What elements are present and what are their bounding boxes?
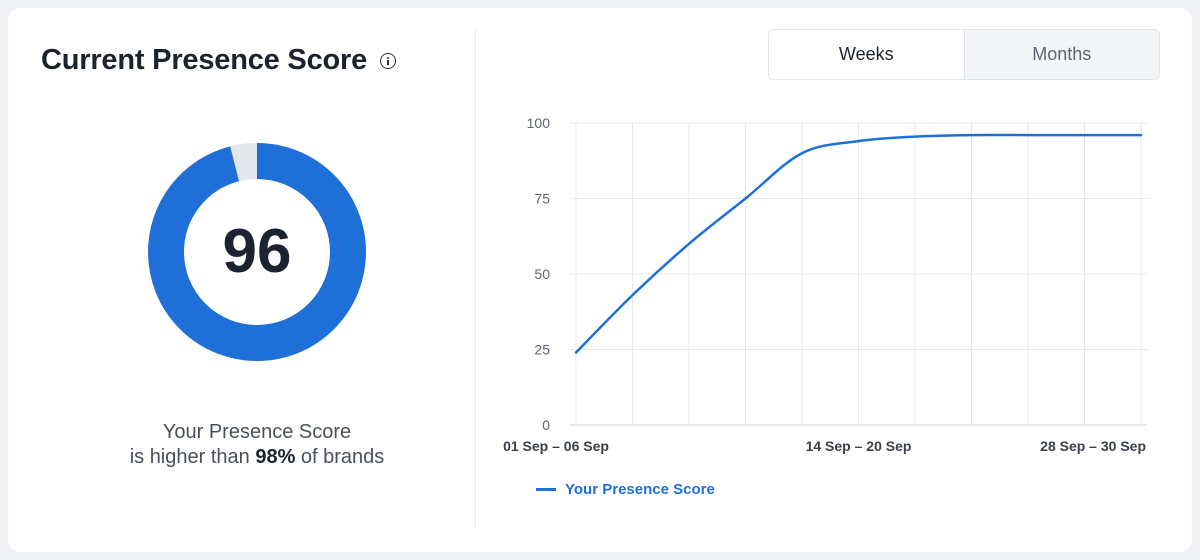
section-divider [475, 28, 476, 528]
score-donut [148, 143, 366, 361]
y-axis-labels: 0 25 50 75 100 [527, 115, 551, 433]
legend-swatch [536, 488, 556, 491]
x-tick-label: 14 Sep – 20 Sep [806, 438, 912, 454]
page-title: Current Presence Score [41, 44, 368, 76]
legend-label: Your Presence Score [565, 481, 715, 498]
info-icon[interactable] [380, 53, 396, 69]
x-axis-labels: 01 Sep – 06 Sep 14 Sep – 20 Sep 28 Sep – 3… [503, 438, 1146, 454]
series-line-presence-score [574, 133, 1143, 354]
chart-legend[interactable]: Your Presence Score [536, 481, 715, 498]
y-tick-label: 75 [534, 191, 550, 207]
period-toggle: Weeks Months [768, 29, 1160, 80]
presence-line-chart: 0 25 50 75 100 01 Sep – 06 Sep 14 Sep – 20 Se… [503, 115, 1147, 454]
toggle-months-button[interactable]: Months [963, 30, 1159, 79]
y-tick-label: 0 [542, 417, 550, 433]
presence-score-card [8, 8, 1192, 552]
y-tick-label: 100 [527, 115, 551, 131]
score-caption: Your Presence Score is higher than 98% o… [57, 420, 457, 470]
toggle-weeks-button[interactable]: Weeks [769, 30, 964, 79]
donut-fill [148, 143, 366, 361]
caption-suffix: of brands [295, 446, 385, 468]
caption-line-2: is higher than 98% of brands [57, 445, 457, 470]
y-tick-label: 25 [534, 342, 550, 358]
grid-horizontal [570, 122, 1147, 426]
caption-prefix: is higher than [129, 446, 256, 468]
caption-highlight: 98% [255, 446, 296, 468]
caption-line-1: Your Presence Score [162, 421, 352, 443]
score-donut-svg [148, 143, 366, 361]
y-tick-label: 50 [534, 266, 550, 282]
x-tick-label: 28 Sep – 30 Sep [1040, 438, 1146, 454]
score-value: 96 [222, 217, 292, 286]
x-tick-label: 01 Sep – 06 Sep [503, 438, 609, 454]
